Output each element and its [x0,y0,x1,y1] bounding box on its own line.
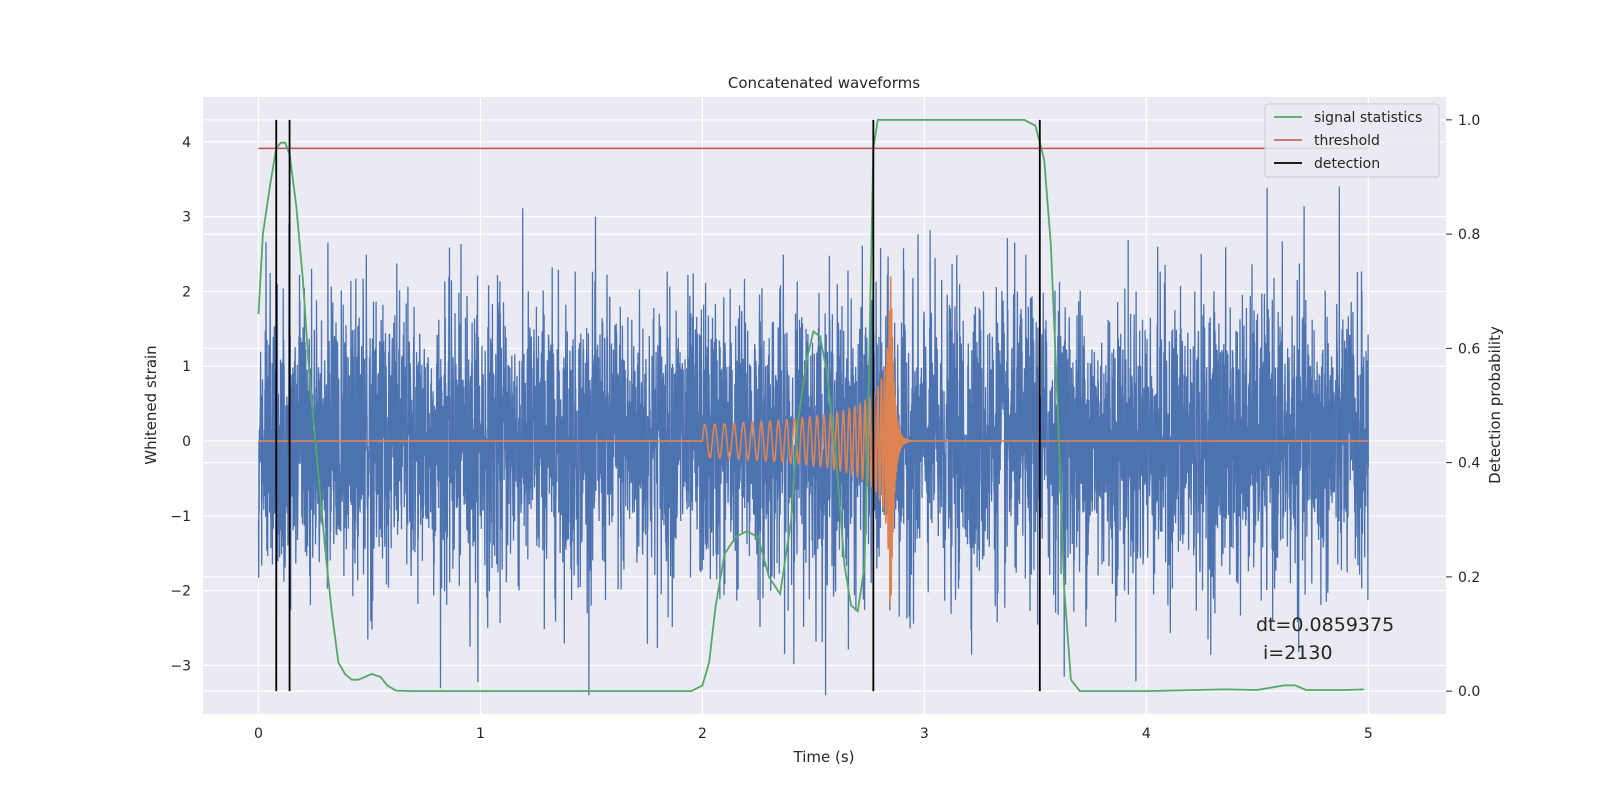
chart-title: Concatenated waveforms [728,74,920,92]
x-tick-label: 5 [1364,726,1373,742]
legend-label-threshold: threshold [1314,133,1380,149]
y-tick-label: 4 [182,135,191,151]
strain-series [257,186,1369,696]
y-tick-label: 3 [182,210,191,226]
legend-label-detection: detection [1314,156,1380,172]
y-tick-label: −1 [170,509,191,525]
y-axis-right-label: Detection probability [1486,326,1504,484]
annotation-dt: dt=0.0859375 [1256,614,1394,636]
signal-statistics-line [257,119,1364,692]
x-axis-label: Time (s) [793,748,855,766]
y-axis-ticks: −3 −2 −1 0 1 2 3 4 [170,135,191,675]
plot-area [257,119,1369,696]
y-right-tick-label: 0.8 [1458,227,1480,243]
y-right-tick-label: 0.2 [1458,570,1480,586]
legend-label-signal-statistics: signal statistics [1314,110,1422,126]
y-tick-label: −3 [170,658,191,674]
y-right-tick-label: 0.0 [1458,684,1480,700]
y-tick-label: 0 [182,434,191,450]
y-axis-right-ticks: 0.0 0.2 0.4 0.6 0.8 1.0 [1446,113,1480,700]
y-right-tick-label: 1.0 [1458,113,1480,129]
y-tick-label: −2 [170,584,191,600]
x-tick-label: 4 [1142,726,1151,742]
y-right-tick-label: 0.6 [1458,341,1480,357]
y-right-tick-label: 0.4 [1458,456,1480,472]
y-axis-label: Whitened strain [142,345,160,464]
x-tick-label: 2 [698,726,707,742]
y-tick-label: 1 [182,359,191,375]
x-axis-ticks: 0 1 2 3 4 5 [254,726,1373,742]
legend-box [1264,103,1440,178]
x-tick-label: 3 [920,726,929,742]
template-series [258,276,1369,606]
x-tick-label: 0 [254,726,263,742]
y-tick-label: 2 [182,284,191,300]
x-tick-label: 1 [476,726,485,742]
annotation-i: i=2130 [1263,642,1333,664]
legend: signal statistics threshold detection [1264,103,1440,178]
detection-lines [275,119,1041,692]
